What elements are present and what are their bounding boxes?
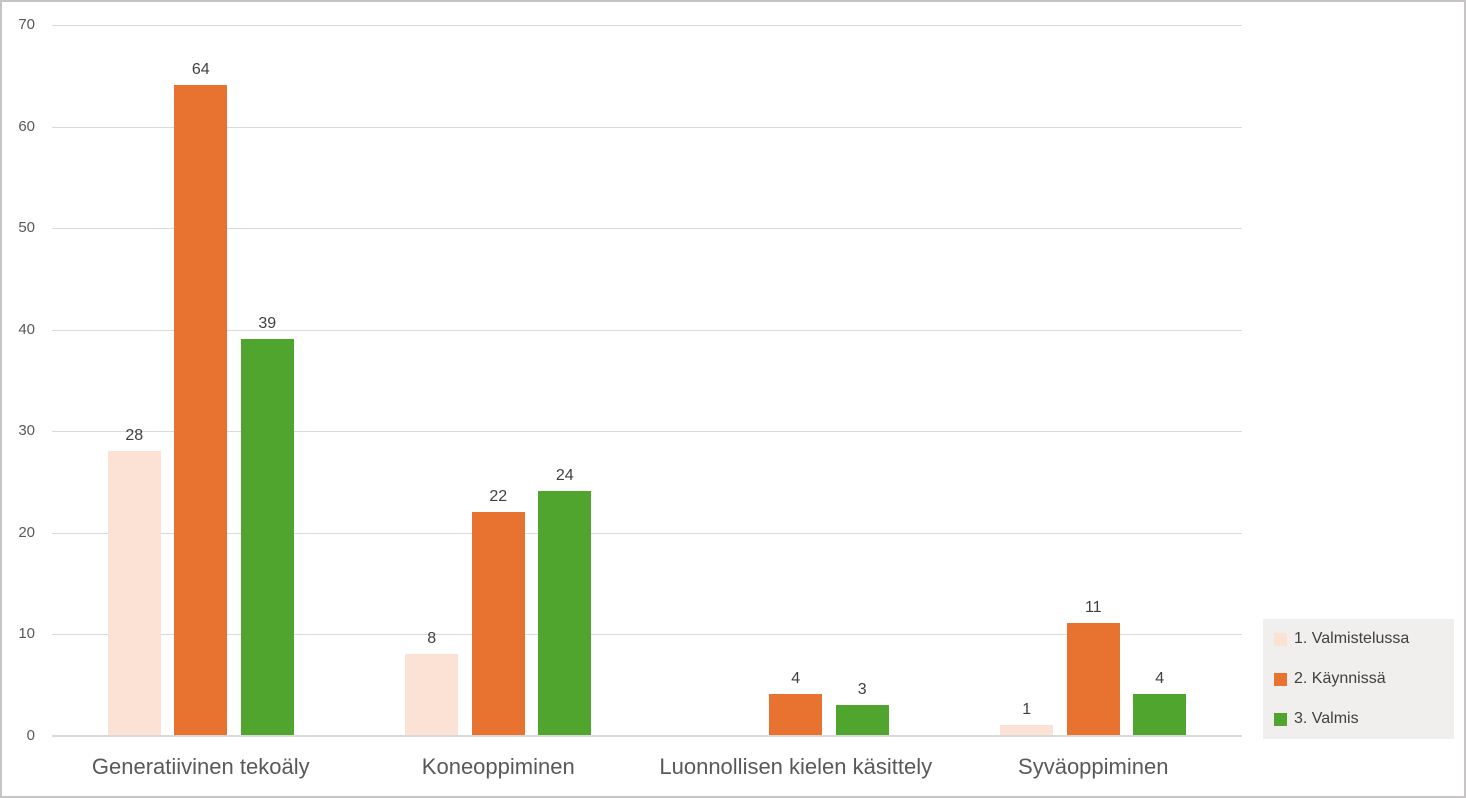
bar-series1-cat2[interactable]: 8 <box>405 630 459 735</box>
bar-series1-cat4[interactable]: 1 <box>1000 701 1054 735</box>
category-label-2: Koneoppiminen <box>421 754 575 779</box>
bar-value-label: 24 <box>555 467 574 485</box>
gridline-30 <box>52 431 1242 433</box>
y-axis-tick-label-40: 40 <box>18 320 35 338</box>
bar-series3-cat4[interactable]: 4 <box>1133 670 1187 735</box>
bar-series2-cat3[interactable]: 4 <box>769 670 823 735</box>
bar-value-label: 39 <box>258 314 277 332</box>
gridline-70 <box>52 25 1242 26</box>
bar-series2-cat1[interactable]: 64 <box>174 61 228 735</box>
bar-series2-cat4[interactable]: 11 <box>1066 599 1120 735</box>
y-axis-tick-label-60: 60 <box>18 117 35 135</box>
bar-series3-cat3[interactable]: 3 <box>835 681 889 735</box>
bar-series1-cat1[interactable]: 28 <box>107 427 161 735</box>
bar-value-label: 11 <box>1084 599 1102 617</box>
category-group-1: 28 64 39 <box>52 25 350 735</box>
gridline-50 <box>52 228 1242 230</box>
gridline-60 <box>52 126 1242 128</box>
legend-item-3[interactable]: 3. Valmis <box>1263 699 1454 739</box>
bar-series3-cat1[interactable]: 39 <box>240 315 294 735</box>
bar-series2-cat2[interactable]: 22 <box>471 488 525 735</box>
y-axis-tick-label-0: 0 <box>26 727 35 744</box>
y-axis-tick-label-10: 10 <box>18 625 35 643</box>
bar-value-label: 1 <box>1022 700 1032 718</box>
legend-item-1[interactable]: 1. Valmistelussa <box>1263 619 1454 659</box>
gridline-10 <box>52 634 1242 636</box>
category-label-1: Generatiivinen tekoäly <box>91 754 310 779</box>
category-label-4: Syväoppiminen <box>1018 754 1169 779</box>
y-axis-tick-label-20: 20 <box>18 523 35 541</box>
bar-series3-cat2[interactable]: 24 <box>538 467 592 735</box>
category-label-3: Luonnollisen kielen käsittely <box>659 754 933 779</box>
bar-value-label: 3 <box>857 680 867 698</box>
bar-value-label: 22 <box>489 487 508 505</box>
bar-value-label: 4 <box>1155 670 1165 688</box>
legend-swatch-icon <box>1274 632 1287 646</box>
legend-item-label: 2. Käynnissä <box>1294 670 1386 687</box>
legend: 1. Valmistelussa 2. Käynnissä 3. Valmis <box>1263 619 1454 739</box>
category-group-4: 1 11 4 <box>945 25 1243 735</box>
bar-value-label: 4 <box>791 670 801 688</box>
y-axis-tick-label-30: 30 <box>18 422 35 440</box>
bar-value-label: 8 <box>427 629 437 647</box>
y-axis-tick-label-70: 70 <box>18 16 35 33</box>
legend-item-label: 1. Valmistelussa <box>1294 630 1410 647</box>
bar-value-label: 64 <box>191 60 210 78</box>
bar-value-label: 28 <box>125 426 144 444</box>
x-axis-line <box>52 735 1242 737</box>
gridline-40 <box>52 329 1242 331</box>
legend-item-2[interactable]: 2. Käynnissä <box>1263 659 1454 699</box>
legend-item-label: 3. Valmis <box>1294 710 1359 727</box>
y-axis-tick-label-50: 50 <box>18 219 35 237</box>
gridline-20 <box>52 532 1242 534</box>
legend-swatch-icon <box>1274 712 1287 726</box>
category-group-2: 8 22 24 <box>350 25 648 735</box>
legend-swatch-icon <box>1274 672 1287 686</box>
